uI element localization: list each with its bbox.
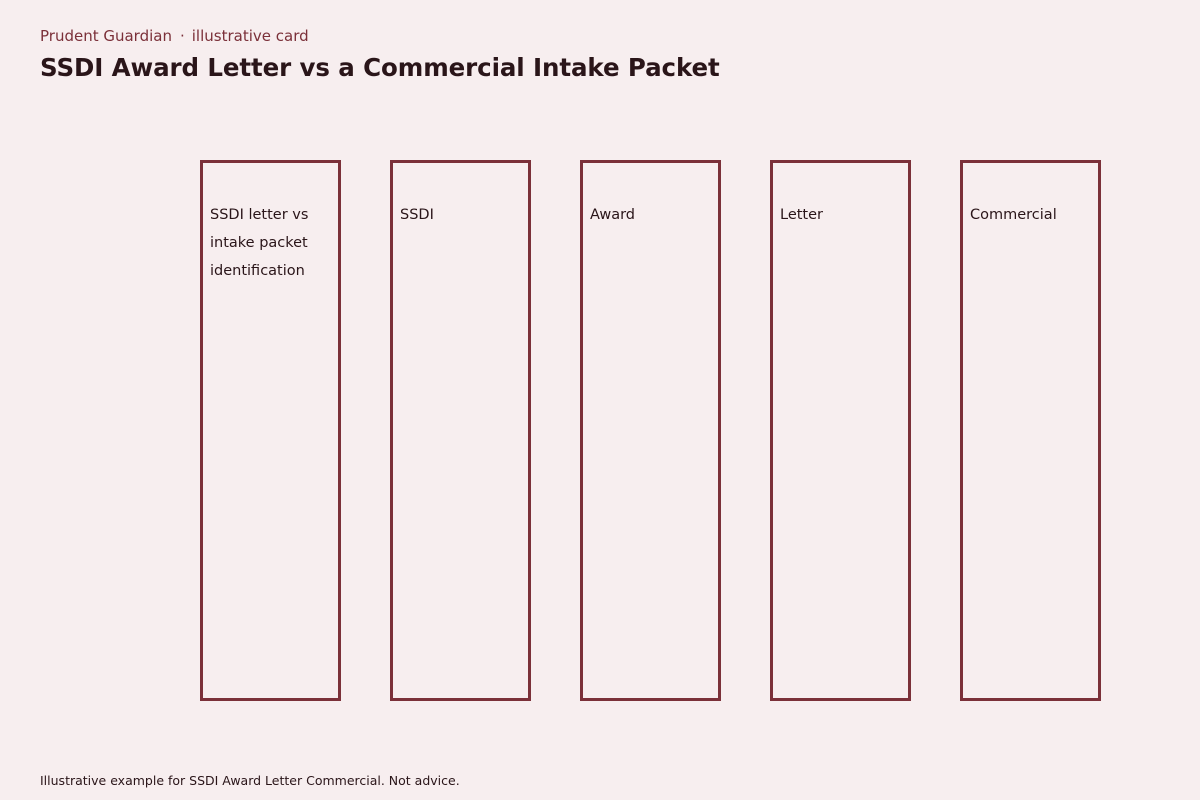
column-label: Letter bbox=[780, 207, 823, 223]
column-box-identification: SSDI letter vs intake packet identificat… bbox=[200, 160, 341, 701]
brand-name: Prudent Guardian bbox=[40, 27, 172, 45]
card-tag: illustrative card bbox=[191, 27, 309, 45]
column-label: Commercial bbox=[970, 207, 1057, 223]
column-label: Award bbox=[590, 207, 635, 223]
column-box-ssdi: SSDI bbox=[390, 160, 531, 701]
column-box-award: Award bbox=[580, 160, 721, 701]
column-label: SSDI letter vs intake packet identificat… bbox=[210, 207, 309, 279]
footer-disclaimer: Illustrative example for SSDI Award Lett… bbox=[40, 773, 460, 788]
column-box-letter: Letter bbox=[770, 160, 911, 701]
column-label: SSDI bbox=[400, 207, 434, 223]
kicker-separator: · bbox=[179, 27, 185, 45]
column-box-commercial: Commercial bbox=[960, 160, 1101, 701]
card-kicker: Prudent Guardian · illustrative card bbox=[40, 27, 309, 45]
page-title: SSDI Award Letter vs a Commercial Intake… bbox=[40, 53, 720, 82]
